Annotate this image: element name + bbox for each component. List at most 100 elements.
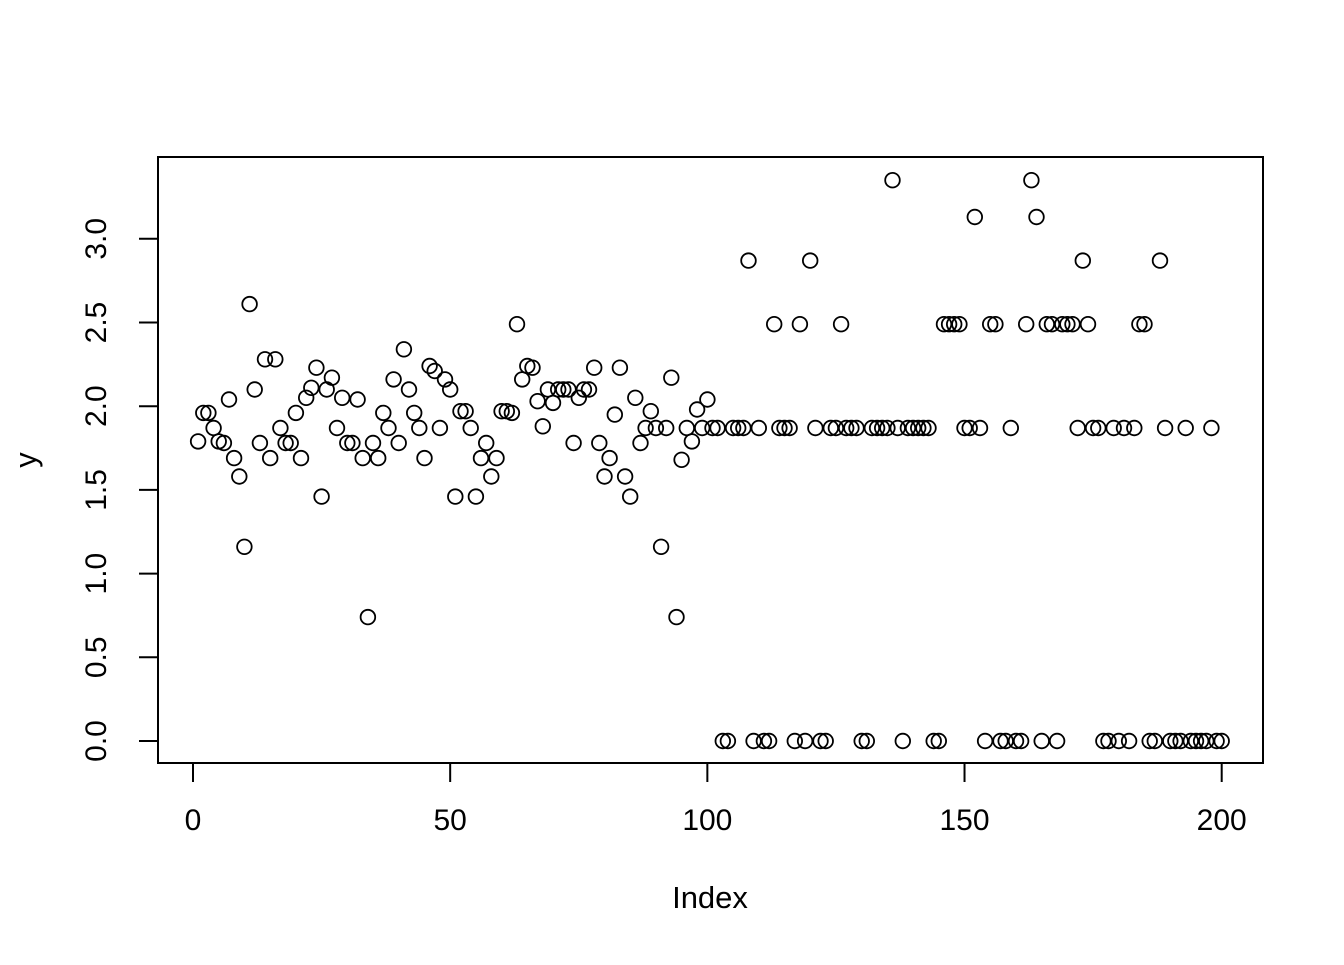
scatter-point [1054,316,1071,333]
scatter-point [411,419,428,437]
scatter-point [930,732,948,750]
y-tick-label: 1.5 [80,469,113,511]
scatter-point [380,419,397,437]
scatter-point [483,468,500,485]
scatter-point [812,732,829,750]
scatter-point [189,433,207,450]
scatter-point [622,488,639,505]
scatter-point [796,732,814,750]
scatter-point [1079,316,1097,333]
scatter-point [760,732,778,750]
scatter-point [730,419,747,437]
scatter-point [1028,208,1045,226]
scatter-point [575,381,593,398]
scatter-point [447,488,464,505]
scatter-point [802,252,819,269]
scatter-point [385,371,402,388]
scatter-point [843,419,860,437]
scatter-point [462,419,479,437]
scatter-point [1141,732,1158,750]
scatter-point [745,732,762,750]
scatter-point [724,419,742,437]
scatter-point [354,449,371,467]
scatter-point [328,419,346,437]
scatter-point [493,403,510,420]
scatter-point [647,419,665,437]
scatter-point [663,369,680,386]
scatter-point [971,419,989,437]
scatter-point [215,434,233,452]
scatter-point [395,341,413,358]
scatter-point [349,391,366,408]
scatter-point [308,359,325,376]
scatter-point [1038,316,1056,333]
scatter-point [550,381,567,398]
scatter-point [858,732,876,750]
x-tick-label: 50 [433,804,466,837]
scatter-point [586,359,603,376]
scatter-point [652,538,670,556]
scatter-point [1069,419,1086,437]
scatter-point [503,404,521,422]
scatter-point [416,449,433,467]
scatter-point [868,419,886,437]
scatter-point [606,406,624,423]
scatter-point [616,468,634,485]
scatter-point [1182,732,1200,750]
scatter-point [231,468,248,485]
scatter-point [699,391,716,408]
scatter-point [1105,419,1122,437]
scatter-point [688,401,706,418]
scatter-point [632,434,649,452]
scatter-point [992,732,1009,750]
x-tick-label: 200 [1197,804,1247,837]
scatter-point [673,451,690,469]
scatter-point [400,381,418,398]
scatter-point [529,393,546,410]
scatter-point [570,389,588,407]
scatter-point [874,419,891,437]
scatter-point [786,732,804,750]
scatter-point [755,732,773,750]
scatter-point [241,295,258,313]
scatter-point [251,434,269,452]
scatter-point [1012,732,1030,750]
scatter-point [637,419,654,437]
scatter-point [544,394,562,412]
scatter-point [884,171,901,189]
scatter-point [478,434,495,452]
y-axis-ticks: 0.0 0.5 1.0 1.5 2.0 2.5 3.0 [80,218,158,762]
scatter-point [1120,732,1138,750]
scatter-point [282,434,299,452]
y-tick-label: 2.5 [80,302,113,344]
scatter-point [838,419,855,437]
scatter-point [488,449,505,467]
scatter-point [1033,732,1050,750]
scatter-point [1017,316,1035,333]
scatter-point [925,732,942,750]
scatter-point [611,359,629,376]
scatter-point [472,449,490,467]
scatter-point [436,371,454,388]
scatter-point [704,419,721,437]
scatter-point [364,434,382,452]
scatter-point [1187,732,1205,750]
scatter-point [1136,316,1153,333]
scatter-point [719,732,737,750]
scatter-point [658,419,675,437]
scatter-point [807,419,824,437]
scatter-point [940,316,958,333]
y-tick-label: 1.0 [80,553,113,595]
scatter-point [431,419,449,437]
scatter-point [1110,732,1128,750]
y-tick-label: 2.0 [80,385,113,427]
scatter-point [956,419,973,437]
scatter-point [740,252,757,269]
scatter-point [678,419,696,437]
scatter-point [1048,732,1066,750]
scatter-point [1208,732,1225,750]
scatter-point [514,371,531,388]
scatter-point [467,488,485,505]
scatter-point [421,357,438,375]
